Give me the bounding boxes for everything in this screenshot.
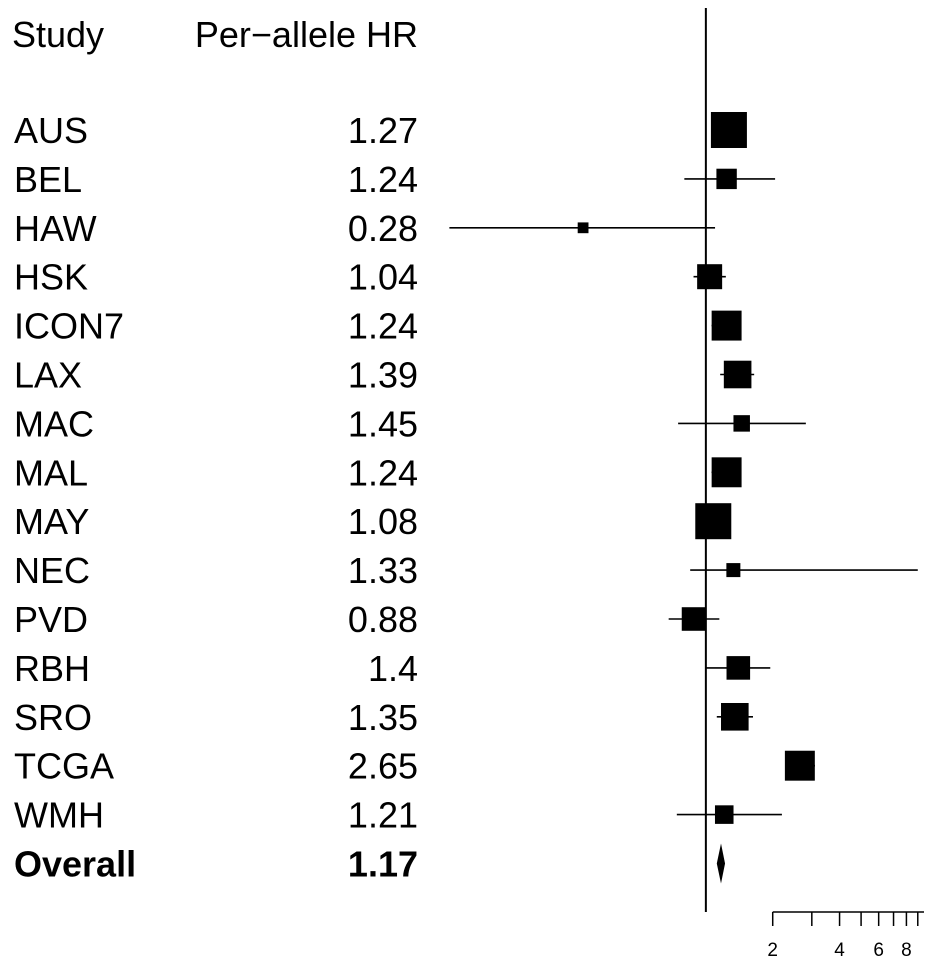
hr-point-box [711,310,742,341]
hr-point-box [695,503,732,540]
study-label: ICON7 [14,306,124,347]
hr-value-label: 1.39 [348,355,418,396]
hr-value-label: 1.45 [348,403,418,444]
hr-value-label: 2.65 [348,746,418,787]
hr-point-box [681,607,706,631]
hr-point-box [723,360,752,389]
study-label: MAC [14,403,94,444]
x-tick-label: 4 [834,940,845,961]
hr-value-label: 1.04 [348,257,418,298]
forest-marks [449,8,918,912]
hr-point-box [721,703,749,731]
hr-value-label: 0.28 [348,208,418,249]
study-label: NEC [14,550,90,591]
x-tick-label: 8 [901,940,912,961]
hr-point-box [784,750,815,781]
hr-value-label: 1.21 [348,795,418,836]
study-label: LAX [14,355,82,396]
study-label: WMH [14,795,104,836]
hr-value-label: 1.24 [348,306,418,347]
overall-hr-label: 1.17 [348,844,418,885]
hr-value-label: 0.88 [348,599,418,640]
hr-point-box [577,222,589,234]
hr-point-box [716,168,737,190]
hr-value-label: 1.08 [348,501,418,542]
hr-point-box [726,563,741,578]
hr-point-box [711,457,742,488]
hr-point-box [710,112,747,148]
study-label: PVD [14,599,88,640]
study-label: HAW [14,208,97,249]
study-column-header: Study [12,14,104,55]
study-label: MAY [14,501,89,542]
overall-diamond [716,843,726,884]
hr-point-box [726,656,751,680]
overall-label: Overall [14,844,136,885]
hr-point-box [714,805,734,824]
hr-value-label: 1.24 [348,452,418,493]
hr-column-header: Per−allele HR [195,14,418,55]
x-tick-label: 2 [767,940,778,961]
study-label: TCGA [14,746,114,787]
study-label: MAL [14,452,88,493]
study-label: SRO [14,697,92,738]
study-rows: AUS 1.27 BEL 1.24 HAW 0.28 HSK 1.04 ICON7 1.24 LAX… [14,110,418,885]
hr-value-label: 1.35 [348,697,418,738]
hr-value-label: 1.33 [348,550,418,591]
study-label: BEL [14,159,82,200]
hr-point-box [697,264,723,290]
hr-value-label: 1.24 [348,159,418,200]
x-tick-label: 6 [873,940,884,961]
hr-value-label: 1.4 [368,648,418,689]
study-label: HSK [14,257,88,298]
hr-value-label: 1.27 [348,110,418,151]
study-label: AUS [14,110,88,151]
hr-point-box [733,415,750,432]
study-label: RBH [14,648,90,689]
